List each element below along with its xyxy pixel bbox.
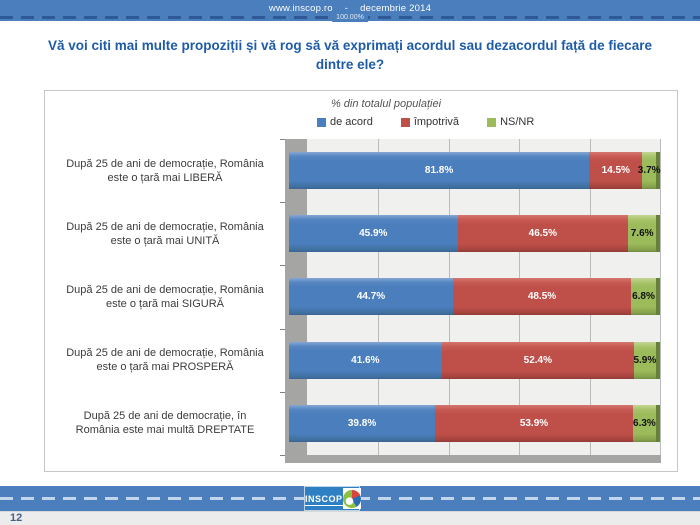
bar-row: 44.7% 48.5% 6.8% [289, 278, 660, 316]
bar-segment-ns-nr: 5.9% [633, 341, 660, 379]
bar-segment--mpotriv-: 14.5% [589, 152, 643, 189]
chart-box: % din totalul populației de acord împotri… [44, 90, 678, 472]
value-label: 53.9% [519, 417, 549, 429]
value-label: 6.8% [632, 291, 655, 303]
axis-tick [280, 329, 285, 330]
value-label: 7.6% [630, 228, 654, 240]
value-label: 39.8% [347, 417, 377, 429]
bar-segment-ns-nr: 3.7% [638, 152, 661, 189]
category-label-line: După 25 de ani de democrație, România [66, 157, 264, 170]
sample-percentage-label: 100.00% [332, 13, 368, 22]
value-label: 14.5% [601, 165, 630, 176]
pie-chart-icon [342, 489, 361, 508]
inscop-logo: INSCOP [304, 486, 361, 511]
value-label: 41.6% [351, 354, 380, 366]
bar-segment-ns-nr: 6.3% [632, 404, 660, 442]
value-label: 46.5% [528, 228, 558, 240]
legend-label: de acord [330, 116, 373, 128]
value-label: 48.5% [527, 291, 557, 303]
legend-swatch-icon [317, 117, 326, 127]
bar-segment-de-acord: 39.8% [289, 404, 436, 442]
category-label: După 25 de ani de democrație, România est… [49, 342, 281, 379]
legend-swatch-icon [400, 117, 410, 127]
bottom-bar: INSCOP [0, 486, 700, 511]
legend-label: împotrivă [413, 116, 460, 128]
value-label: 3.7% [637, 165, 661, 176]
top-bar-text: www.inscop.ro - decembrie 2014 [0, 3, 700, 14]
category-label-line: este o țară mai SIGURĂ [106, 297, 224, 310]
plot-area: 81.8% 14.5% 3.7% 45.9% 46.5% 7.6% 44.7% 48.5% 6.… [280, 139, 661, 463]
bar-row: 81.8% 14.5% 3.7% [289, 152, 661, 189]
survey-date: decembrie 2014 [360, 3, 432, 14]
bar-segment-de-acord: 81.8% [289, 152, 590, 189]
bar-row: 45.9% 46.5% 7.6% [289, 215, 661, 253]
legend-item: împotrivă [400, 116, 460, 128]
top-bar: www.inscop.ro - decembrie 2014 100.00% [0, 0, 700, 22]
chart-legend: de acord împotrivă NS/NR [317, 116, 534, 128]
bar-segment--mpotriv-: 46.5% [457, 215, 629, 253]
separator: - [344, 3, 349, 14]
category-label-line: este o țară mai PROSPERĂ [96, 361, 234, 374]
inscop-logo-text: INSCOP [305, 493, 343, 506]
bar-segment-de-acord: 44.7% [289, 278, 453, 316]
bar-segment--mpotriv-: 53.9% [435, 404, 633, 442]
bar-segment-de-acord: 41.6% [289, 341, 442, 379]
bar-segment-ns-nr: 7.6% [628, 215, 661, 253]
gridline [660, 139, 661, 455]
value-label: 6.3% [633, 417, 656, 429]
category-label-line: este o țară mai UNITĂ [110, 234, 220, 247]
page-number: 12 [10, 512, 23, 524]
axis-tick [280, 202, 285, 203]
bar-row: 39.8% 53.9% 6.3% [289, 404, 660, 442]
legend-label: NS/NR [500, 116, 535, 128]
category-label-line: este o țară mai LIBERĂ [107, 171, 223, 184]
axis-tick [280, 392, 285, 393]
axis-tick [280, 455, 285, 456]
value-label: 45.9% [359, 228, 388, 240]
value-label: 44.7% [356, 291, 386, 303]
site-url: www.inscop.ro [268, 3, 333, 14]
category-label: După 25 de ani de democrație, în România … [49, 405, 281, 442]
bar-segment-de-acord: 45.9% [289, 215, 458, 253]
legend-swatch-icon [487, 117, 497, 127]
value-label: 52.4% [523, 354, 553, 366]
bar-segment-ns-nr: 6.8% [631, 278, 660, 316]
inscop-logo-pie-box [342, 488, 361, 509]
legend-item: de acord [317, 116, 373, 128]
axis-tick [280, 139, 285, 140]
category-label: După 25 de ani de democrație, România est… [49, 215, 281, 252]
legend-item: NS/NR [487, 116, 534, 128]
category-label: După 25 de ani de democrație, România est… [49, 152, 281, 189]
footer-strip [0, 511, 700, 525]
axis-tick [280, 265, 285, 266]
bar-row: 41.6% 52.4% 5.9% [289, 341, 660, 379]
category-label-line: După 25 de ani de democrație, în [83, 410, 247, 423]
bar-segment--mpotriv-: 52.4% [441, 341, 634, 379]
value-label: 5.9% [633, 354, 657, 366]
chart-title: % din totalul populației [330, 98, 442, 110]
bar-segment--mpotriv-: 48.5% [453, 278, 631, 316]
question-title: Vă voi citi mai multe propoziții și vă r… [48, 38, 652, 72]
category-label-line: După 25 de ani de democrație, România [66, 347, 264, 360]
category-label-line: După 25 de ani de democrație, România [66, 283, 264, 296]
category-label-line: România este mai multă DREPTATE [75, 424, 255, 437]
chart-3d-floor [285, 455, 661, 463]
category-label: După 25 de ani de democrație, România est… [49, 278, 281, 315]
category-label-line: După 25 de ani de democrație, România [66, 220, 264, 233]
value-label: 81.8% [424, 165, 454, 176]
